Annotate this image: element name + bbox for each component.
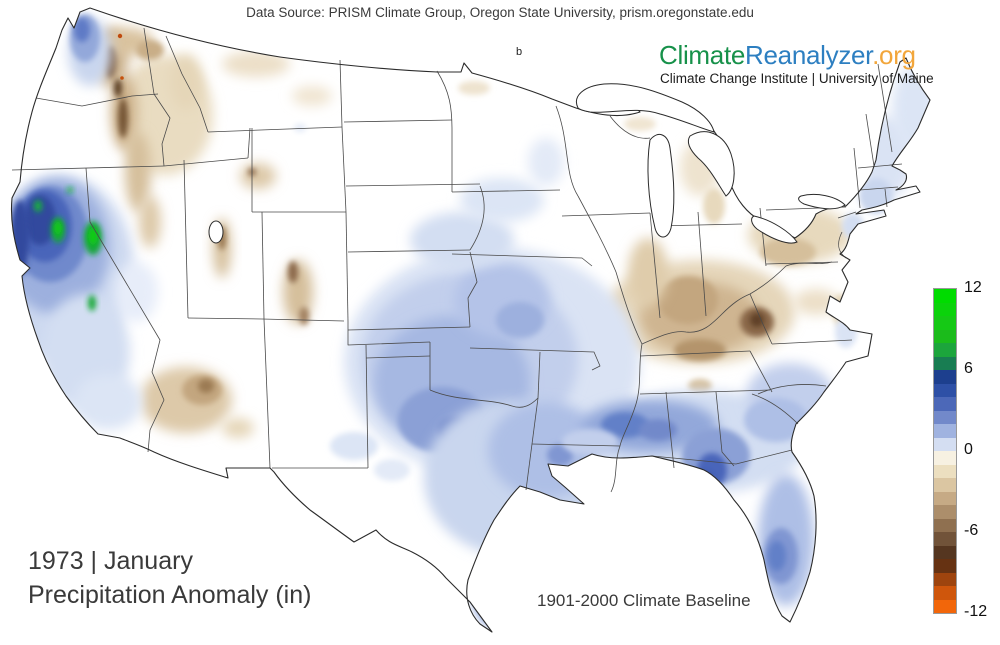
colorbar-tick-6: 6 (964, 360, 973, 377)
anomaly-wet-regions (11, 14, 931, 629)
map-artifact-label: b (516, 46, 523, 58)
climate-reanalyzer-logo: ClimateReanalyzer.org (659, 40, 916, 71)
anomaly-extreme-wet-green-cores (34, 187, 102, 311)
coastline-outline (10, 7, 931, 633)
great-lakes (208, 83, 846, 244)
figure-title: 1973 | January Precipitation Anomaly (in… (28, 544, 311, 612)
great-salt-lake (208, 220, 224, 244)
figure-title-date: 1973 | January (28, 547, 193, 575)
colorbar-segment (934, 410, 956, 424)
colorbar-segment (934, 383, 956, 397)
colorbar-segment (934, 505, 956, 519)
colorbar-gradient (933, 288, 957, 614)
colorbar-segment (934, 464, 956, 478)
state-borders (11, 27, 903, 493)
colorbar-tick-neg12: -12 (964, 603, 988, 620)
colorbar: 12 6 0 -6 -12 (933, 280, 1000, 620)
colorbar-tick-12: 12 (964, 279, 982, 296)
anomaly-extreme-dry-red-dots (117, 33, 124, 80)
colorbar-segment (934, 397, 956, 411)
colorbar-segment (934, 424, 956, 438)
lake-superior (576, 83, 715, 133)
colorbar-segment (934, 437, 956, 451)
logo-part-org: .org (872, 40, 916, 70)
lake-michigan (647, 133, 675, 238)
logo-part-climate: Climate (659, 40, 746, 70)
lake-ontario (798, 193, 846, 210)
colorbar-segment (934, 572, 956, 586)
colorbar-segment (934, 329, 956, 343)
logo-part-reanalyzer: Reanalyzer (745, 40, 873, 70)
colorbar-tick-0: 0 (964, 441, 973, 458)
colorbar-segment (934, 518, 956, 532)
baseline-label: 1901-2000 Climate Baseline (537, 591, 751, 610)
colorbar-segment (934, 532, 956, 546)
colorbar-segment (934, 343, 956, 357)
colorbar-segment (934, 599, 956, 613)
colorbar-segment (934, 289, 956, 303)
colorbar-segment (934, 586, 956, 600)
colorbar-segment (934, 370, 956, 384)
data-source-line: Data Source: PRISM Climate Group, Oregon… (246, 5, 754, 20)
colorbar-segment (934, 356, 956, 370)
colorbar-segment (934, 451, 956, 465)
colorbar-segment (934, 316, 956, 330)
colorbar-segment (934, 478, 956, 492)
colorbar-segment (934, 545, 956, 559)
lake-huron (687, 131, 735, 197)
figure-title-variable: Precipitation Anomaly (in) (28, 581, 312, 609)
colorbar-segment (934, 559, 956, 573)
colorbar-tick-neg6: -6 (964, 522, 979, 539)
anomaly-raster-layer (11, 14, 931, 629)
lake-erie (751, 215, 798, 244)
colorbar-segment (934, 491, 956, 505)
logo-tagline: Climate Change Institute | University of… (660, 71, 934, 86)
colorbar-segment (934, 302, 956, 316)
